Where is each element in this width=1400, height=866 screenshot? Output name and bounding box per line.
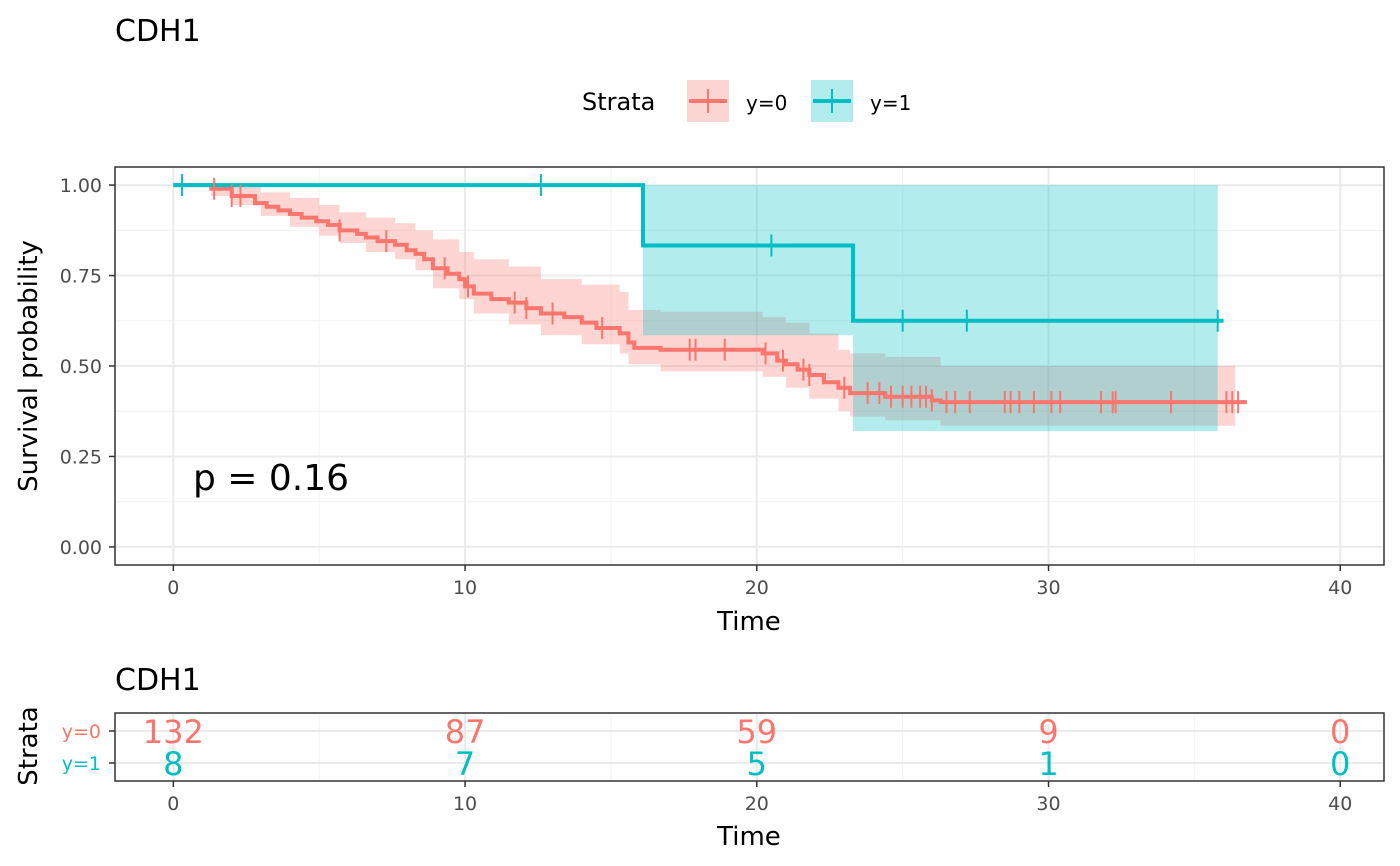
ci-band-series-0 bbox=[173, 185, 1236, 426]
risk-table-y-axis-label: Strata bbox=[14, 706, 44, 785]
risk-table-x-axis-label: Time bbox=[716, 822, 781, 852]
y-tick-label: 0.00 bbox=[60, 537, 102, 559]
risk-table-panel: 132 87 59 9 0y=08 7 5 1 0y=10 10 20 30 40 bbox=[62, 712, 1385, 815]
y-tick-label: 1.00 bbox=[60, 175, 102, 197]
table-x-tick-label: 40 bbox=[1328, 793, 1352, 815]
risk-count: 0 bbox=[1330, 713, 1350, 751]
risk-count: 7 bbox=[455, 745, 475, 783]
risk-count: 1 bbox=[1038, 745, 1058, 783]
p-value-annotation: p = 0.16 bbox=[193, 458, 349, 499]
table-row-label: y=1 bbox=[62, 753, 101, 775]
table-x-tick-label: 0 bbox=[167, 793, 179, 815]
y-tick-label: 0.25 bbox=[60, 446, 102, 468]
x-tick-label: 0 bbox=[167, 577, 179, 599]
legend-title: Strata bbox=[582, 88, 655, 116]
y-tick-label: 0.75 bbox=[60, 266, 102, 288]
risk-count: 9 bbox=[1038, 713, 1058, 751]
ci-band-series-1 bbox=[173, 185, 1218, 432]
x-tick-label: 40 bbox=[1328, 577, 1352, 599]
risk-count: 132 bbox=[143, 713, 204, 751]
risk-count: 5 bbox=[747, 745, 767, 783]
survival-line-series-1 bbox=[173, 183, 1224, 323]
table-background bbox=[115, 713, 1384, 781]
table-row-label: y=0 bbox=[62, 721, 101, 743]
x-tick-label: 30 bbox=[1036, 577, 1060, 599]
plot-title: CDH1 bbox=[115, 14, 201, 49]
y-tick-label: 0.50 bbox=[60, 356, 102, 378]
legend-label-y1: y=1 bbox=[870, 91, 911, 115]
survival-plot-panel: 0 10 20 30 40 0.00 0.25 0.50 0.75 1.00 bbox=[60, 166, 1385, 599]
x-axis-label: Time bbox=[716, 607, 781, 637]
risk-count: 59 bbox=[736, 713, 777, 751]
risk-table-title: CDH1 bbox=[115, 663, 201, 698]
survival-line-series-0 bbox=[173, 183, 1247, 405]
table-x-tick-label: 10 bbox=[453, 793, 477, 815]
legend: Strata y=0 y=1 bbox=[582, 80, 911, 122]
table-border bbox=[114, 712, 1385, 782]
y-axis-label: Survival probability bbox=[14, 240, 44, 492]
table-x-tick-label: 20 bbox=[745, 793, 769, 815]
x-tick-label: 10 bbox=[453, 577, 477, 599]
risk-count: 8 bbox=[163, 745, 183, 783]
risk-count: 87 bbox=[445, 713, 486, 751]
x-tick-label: 20 bbox=[745, 577, 769, 599]
table-x-tick-label: 30 bbox=[1036, 793, 1060, 815]
legend-label-y0: y=0 bbox=[746, 91, 787, 115]
risk-count: 0 bbox=[1330, 745, 1350, 783]
